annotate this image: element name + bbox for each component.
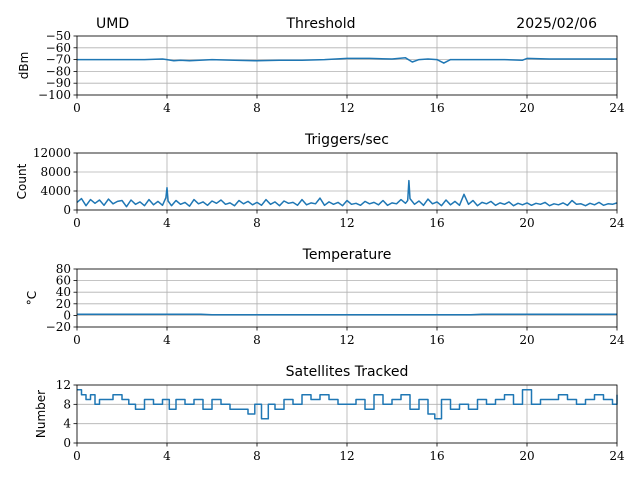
satellites-ylabel: Number: [34, 390, 48, 438]
threshold-ytick-label-3: −70: [46, 53, 71, 67]
triggers-xtick-label-6: 24: [609, 216, 625, 230]
threshold-panel: 0 4 8 12 16 20 24 −100−90−80−70−60−50 dBm: [17, 29, 625, 115]
satellites-series-line: [77, 389, 618, 420]
triggers-xtick-label-4: 16: [429, 216, 444, 230]
satellites-xtick-label-4: 16: [429, 449, 444, 463]
temperature-ytick-label-1: 0: [63, 308, 71, 322]
satellites-ytick-label-2: 8: [63, 397, 71, 411]
triggers-ytick-label-3: 12000: [33, 146, 71, 160]
satellites-xtick-label-1: 4: [163, 449, 171, 463]
satellites-xtick-label-3: 12: [339, 449, 354, 463]
threshold-ytick-label-2: −80: [46, 64, 71, 78]
temperature-ytick-label-2: 20: [56, 297, 71, 311]
threshold-ytick-label-0: −100: [38, 88, 71, 102]
temperature-ytick-label-3: 40: [56, 285, 71, 299]
temperature-xtick-label-4: 16: [429, 333, 444, 347]
header-site-label: UMD: [96, 16, 129, 32]
satellites-xtick-label-5: 20: [519, 449, 534, 463]
satellites-ytick-label-1: 4: [63, 417, 71, 431]
threshold-xtick-label-4: 16: [429, 101, 444, 115]
threshold-ytick-label-5: −50: [46, 29, 71, 43]
triggers-ylabel: Count: [15, 163, 29, 199]
temperature-ytick-label-5: 80: [56, 262, 71, 276]
triggers-ytick-label-0: 0: [63, 203, 71, 217]
threshold-xtick-label-0: 0: [73, 101, 81, 115]
triggers-title: Triggers/sec: [304, 132, 389, 148]
threshold-xtick-label-6: 24: [609, 101, 625, 115]
temperature-ytick-label-0: −20: [46, 320, 71, 334]
temperature-xtick-label-6: 24: [609, 333, 625, 347]
triggers-ytick-label-1: 4000: [40, 184, 71, 198]
temperature-xtick-label-1: 4: [163, 333, 171, 347]
threshold-xtick-label-3: 12: [339, 101, 354, 115]
satellites-xtick-label-2: 8: [253, 449, 261, 463]
triggers-panel: 0 4 8 12 16 20 24 0 4000 8000 12000 Triggers/sec Cou…: [15, 132, 625, 230]
temperature-xtick-label-5: 20: [519, 333, 534, 347]
triggers-series-line: [76, 179, 618, 208]
header-threshold-title: Threshold: [286, 16, 356, 32]
triggers-xtick-label-2: 8: [253, 216, 261, 230]
triggers-xtick-label-3: 12: [339, 216, 354, 230]
threshold-ytick-label-4: −60: [46, 41, 71, 55]
satellites-title: Satellites Tracked: [286, 364, 409, 380]
triggers-xtick-label-5: 20: [519, 216, 534, 230]
threshold-ylabel: dBm: [17, 52, 31, 80]
header-date-label: 2025/02/06: [516, 16, 597, 32]
temperature-series-line: [77, 313, 617, 316]
satellites-xtick-label-6: 24: [609, 449, 625, 463]
satellites-ytick-label-3: 12: [56, 378, 71, 392]
temperature-xtick-label-2: 8: [253, 333, 261, 347]
triggers-xtick-label-0: 0: [73, 216, 81, 230]
threshold-series-line: [77, 57, 617, 64]
temperature-xtick-label-0: 0: [73, 333, 81, 347]
triggers-xtick-label-1: 4: [163, 216, 171, 230]
satellites-xtick-label-0: 0: [73, 449, 81, 463]
triggers-ytick-label-2: 8000: [40, 165, 71, 179]
satellites-ytick-label-0: 0: [63, 436, 71, 450]
threshold-ytick-label-1: −90: [46, 76, 71, 90]
threshold-xtick-label-2: 8: [253, 101, 261, 115]
threshold-xtick-label-5: 20: [519, 101, 534, 115]
temperature-title: Temperature: [302, 247, 392, 263]
temperature-xtick-label-3: 12: [339, 333, 354, 347]
threshold-xtick-label-1: 4: [163, 101, 171, 115]
satellites-panel: 0 4 8 12 16 20 24 0 4 8 12 Satellites Tracked Number: [34, 364, 625, 463]
temperature-ylabel: °C: [25, 291, 39, 305]
temperature-ytick-label-4: 60: [56, 274, 71, 288]
